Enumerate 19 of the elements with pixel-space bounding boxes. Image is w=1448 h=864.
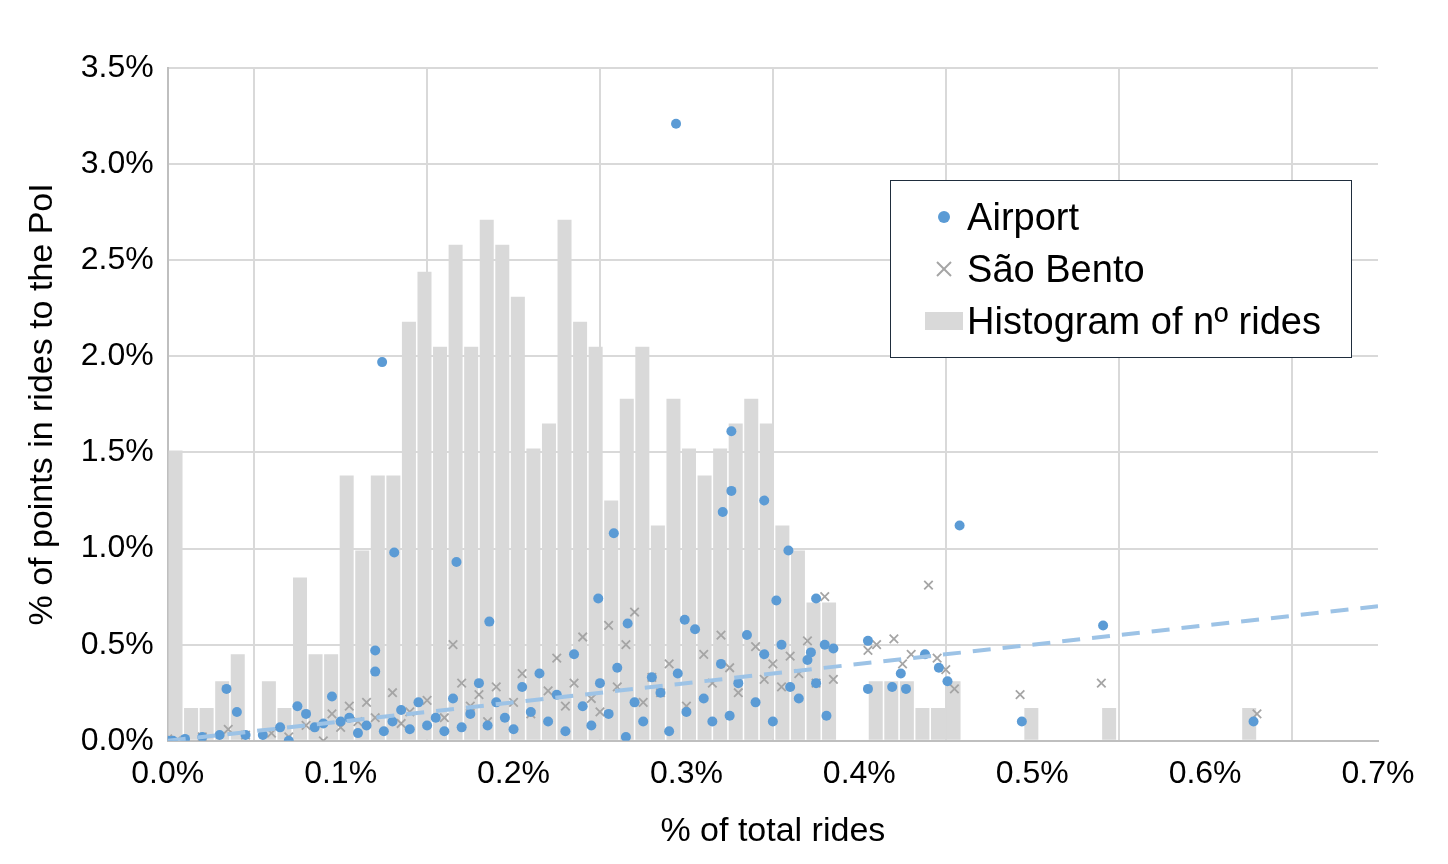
legend-label: São Bento [967,247,1145,292]
legend-label: Airport [967,195,1080,240]
x-tick-label: 0.1% [304,753,378,790]
x-tick-label: 0.4% [822,753,896,790]
x-tick-label: 0.3% [649,753,723,790]
y-tick-label: 1.0% [80,528,154,565]
y-tick-label: 0.5% [80,624,154,661]
y-tick-label: 2.5% [80,240,154,277]
y-tick-label: 3.0% [80,143,154,180]
y-axis-title: % of points in rides to the PoI [20,183,59,626]
x-tick-label: 0.6% [1168,753,1242,790]
y-tick-label: 2.0% [80,336,154,373]
y-tick-label: 3.5% [80,47,154,84]
y-tick-label: 1.5% [80,432,154,469]
x-axis-title: % of total rides [660,809,886,848]
x-tick-label: 0.2% [477,753,550,790]
x-tick-label: 0.7% [1341,753,1415,790]
legend-label: Histogram of nº rides [967,299,1321,344]
x-tick-label: 0.5% [995,753,1069,790]
